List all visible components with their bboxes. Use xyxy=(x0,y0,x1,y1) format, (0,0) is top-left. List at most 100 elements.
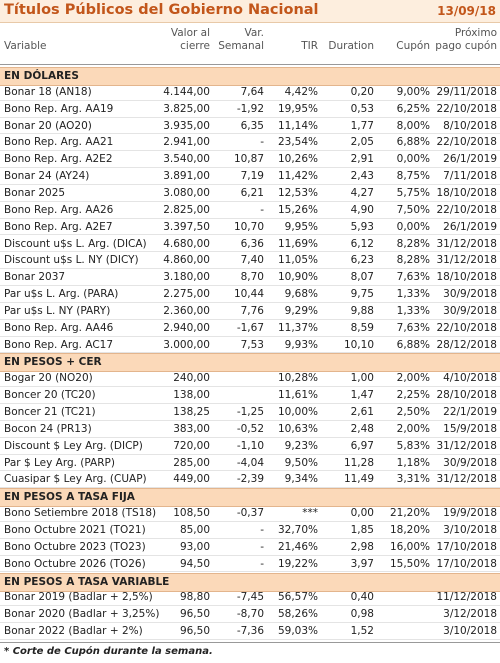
table-cell: 3,97 xyxy=(350,557,374,570)
table-cell: 0,40 xyxy=(350,591,374,604)
table-cell: 449,00 xyxy=(173,473,210,486)
table-cell: 8,28% xyxy=(396,254,430,267)
table-cell: Bonar 2037 xyxy=(4,271,66,284)
table-cell: 7,50% xyxy=(396,203,430,216)
table-cell: 6,88% xyxy=(396,338,430,351)
table-row: Bono Setiembre 2018 (TS18) 108,50 -0,37 ***… xyxy=(0,505,500,522)
table-cell: 3/10/2018 xyxy=(443,625,497,638)
table-cell: Bono Rep. Arg. A2E7 xyxy=(4,220,113,233)
table-cell: 26/1/2019 xyxy=(443,153,497,166)
date: 13/09/18 xyxy=(437,4,496,18)
table-cell: 3.825,00 xyxy=(163,102,210,115)
table-cell: 11/12/2018 xyxy=(436,591,497,604)
table-row: Bono Octubre 2026 (TO26) 94,50 -19,22% 3,97… xyxy=(0,556,500,573)
table-cell: 11,14% xyxy=(277,119,318,132)
table-cell: Bonar 20 (AO20) xyxy=(4,119,92,132)
table-cell: 6,12 xyxy=(350,237,374,250)
table-cell: 8,75% xyxy=(396,170,430,183)
table-cell: 7/11/2018 xyxy=(443,170,497,183)
table-cell: 6,88% xyxy=(396,136,430,149)
table-cell: 5,93 xyxy=(350,220,374,233)
table-row: Par u$s L. Arg. (PARA) 2.275,00 10,44 9,68%… xyxy=(0,286,500,303)
column-header: TIR xyxy=(301,40,318,52)
table-cell: 19,95% xyxy=(277,102,318,115)
table-cell: 22/10/2018 xyxy=(436,136,497,149)
table-row: Bonar 24 (AY24) 3.891,00 7,19 11,42% 2,43 8,7… xyxy=(0,168,500,185)
table-cell: 0,00 xyxy=(350,507,374,520)
table-cell: 1,18% xyxy=(396,456,430,469)
table-cell: 4.144,00 xyxy=(163,85,210,98)
table-cell: 8,28% xyxy=(396,237,430,250)
table-cell: 8/10/2018 xyxy=(443,119,497,132)
table-cell: 138,00 xyxy=(173,389,210,402)
table-cell: 10,44 xyxy=(233,288,264,301)
table-cell: Boncer 21 (TC21) xyxy=(4,406,96,418)
table-cell: 138,25 xyxy=(173,406,210,418)
table-cell: Bono Octubre 2023 (TO23) xyxy=(4,540,146,553)
table-cell: 22/10/2018 xyxy=(436,102,497,115)
table-cell: 3.080,00 xyxy=(163,186,210,199)
table-cell: 10,63% xyxy=(277,422,318,435)
table-cell: 8,70 xyxy=(240,271,264,284)
table-cell: 23,54% xyxy=(277,136,318,149)
table-cell: 1,85 xyxy=(350,523,374,536)
table-cell: 4.680,00 xyxy=(163,237,210,250)
table-cell: 21,46% xyxy=(277,540,318,553)
table-cell: Bono Rep. Arg. AA26 xyxy=(4,203,114,216)
table-cell: 2.825,00 xyxy=(163,203,210,216)
table-cell: 3.891,00 xyxy=(163,170,210,183)
table-cell: 6,23 xyxy=(350,254,374,267)
table-cell: - xyxy=(260,557,264,570)
table-cell: 18/10/2018 xyxy=(436,186,497,199)
footer-rule xyxy=(0,641,500,643)
table-cell: Bono Setiembre 2018 (TS18) xyxy=(4,507,157,520)
table-cell: 383,00 xyxy=(173,422,210,435)
table-cell: 31/12/2018 xyxy=(436,237,497,250)
column-header: Duration xyxy=(328,40,374,52)
table-cell: 56,57% xyxy=(277,591,318,604)
table-cell: 7,63% xyxy=(396,271,430,284)
table-cell: 11,05% xyxy=(277,254,318,267)
table-cell: 2.275,00 xyxy=(163,288,210,301)
section-title: EN PESOS + CER xyxy=(4,356,102,369)
column-header: Var. Semanal xyxy=(218,27,264,52)
section-header: EN PESOS A TASA VARIABLE xyxy=(0,572,500,592)
table-cell: 10,26% xyxy=(277,153,318,166)
table-cell: 9,75 xyxy=(350,288,374,301)
table-row: Discount u$s L. NY (DICY) 4.860,00 7,40 11,… xyxy=(0,252,500,270)
table-cell: 96,50 xyxy=(179,625,210,638)
table-row: Bono Rep. Arg. AA26 2.825,00 -15,26% 4,90 7,… xyxy=(0,202,500,219)
table-row: Bono Octubre 2021 (TO21) 85,00 -32,70% 1,85… xyxy=(0,522,500,539)
table-row: Par $ Ley Arg. (PARP) 285,00 -4,04 9,50% 11,… xyxy=(0,455,500,472)
table-cell: 1,33% xyxy=(396,304,430,317)
table-cell: Bocon 24 (PR13) xyxy=(4,422,92,435)
table-cell: -4,04 xyxy=(236,456,264,469)
table-cell: 6,97 xyxy=(350,439,374,452)
table-cell: 7,63% xyxy=(396,321,430,334)
table-cell: 2,43 xyxy=(350,170,374,183)
table-cell: 5,83% xyxy=(396,439,430,452)
section-title: EN PESOS A TASA FIJA xyxy=(4,491,135,504)
table-cell: 0,20 xyxy=(350,85,374,98)
table-cell: 3.000,00 xyxy=(163,338,210,351)
table-cell: 19,22% xyxy=(277,557,318,570)
table-cell: -8,70 xyxy=(236,608,264,621)
table-row: Boncer 20 (TC20) 138,00 11,61% 1,47 2,25% 28/… xyxy=(0,387,500,404)
table-cell: 4,27 xyxy=(350,186,374,199)
table-cell: 17/10/2018 xyxy=(436,557,497,570)
header-rule xyxy=(0,64,500,65)
table-cell: 7,53 xyxy=(240,338,264,351)
table-cell: - xyxy=(260,203,264,216)
table-cell: 11,28 xyxy=(343,456,374,469)
table-cell: Bonar 2022 (Badlar + 2%) xyxy=(4,625,143,638)
title: Títulos Públicos del Gobierno Nacional xyxy=(4,2,319,18)
table-cell: Bono Octubre 2021 (TO21) xyxy=(4,523,146,536)
table-cell: 2,50% xyxy=(396,406,430,418)
table-cell: 9,88 xyxy=(350,304,374,317)
table-cell: 11,49 xyxy=(343,473,374,486)
table-cell: 6,25% xyxy=(396,102,430,115)
table-cell: Bono Rep. Arg. AC17 xyxy=(4,338,114,351)
table-cell: 10,00% xyxy=(277,406,318,418)
table-cell: Par $ Ley Arg. (PARP) xyxy=(4,456,115,469)
